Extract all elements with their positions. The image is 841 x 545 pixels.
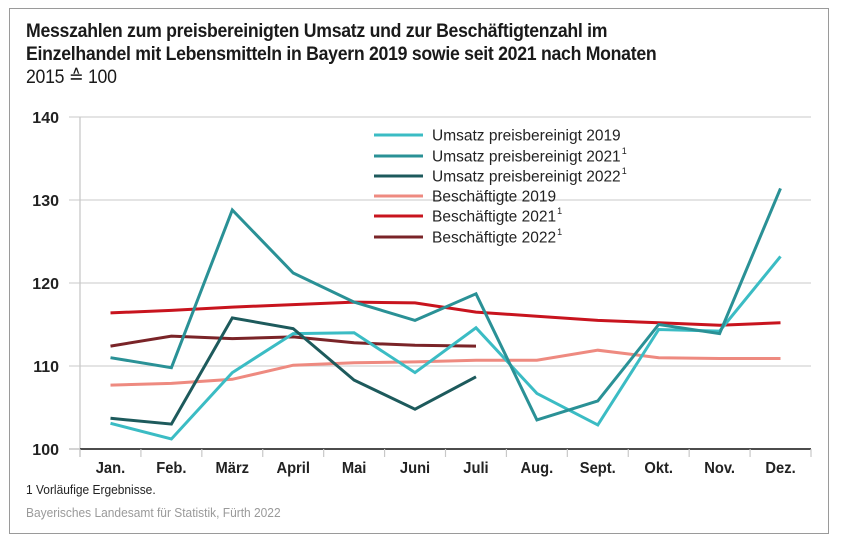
y-tick-label: 130 [32,193,59,210]
x-tick-label: Juni [400,459,430,477]
series-line-6 [110,334,477,348]
title-line-1: Messzahlen zum preisbereinigten Umsatz u… [26,21,608,42]
x-tick-label: Dez. [765,459,795,477]
chart-frame [9,8,829,534]
chart-subtitle: 2015 ≙ 100 [26,67,117,88]
legend-label: Beschäftigte 2022 [432,230,556,247]
series-line-4 [110,348,781,387]
x-tick-label: Juli [463,459,488,477]
legend-item: Umsatz preisbereinigt 2021 1 [374,146,627,166]
footnote: 1 Vorläufige Ergebnisse. [26,482,156,497]
series-line-2 [110,187,782,422]
y-tick-label: 100 [32,442,59,459]
legend-footnote-marker: 1 [557,227,562,237]
chart-title: Messzahlen zum preisbereinigten Umsatz u… [26,20,761,89]
legend-label: Umsatz preisbereinigt 2022 [432,169,621,186]
legend-item: Beschäftigte 2019 [374,189,556,206]
legend-label: Umsatz preisbereinigt 2019 [432,128,621,145]
x-tick-label: April [276,459,310,477]
legend-item: Umsatz preisbereinigt 2022 1 [374,166,627,186]
x-tick-label: Okt. [644,459,673,477]
legend-item: Umsatz preisbereinigt 2019 [374,128,621,145]
axes: 100 110 120 130 140 Jan. Feb. März April Mai Juni J… [32,110,812,477]
source-note: Bayerisches Landesamt für Statistik, Für… [26,505,281,520]
y-tick-label: 120 [32,276,59,293]
legend-footnote-marker: 1 [557,206,562,216]
x-tick-label: Feb. [156,459,186,477]
x-tick-label: Nov. [704,459,735,477]
legend-label: Umsatz preisbereinigt 2021 [432,149,621,166]
series-line-1 [110,255,782,441]
legend-footnote-marker: 1 [622,146,627,156]
series-line-3 [110,316,477,426]
x-tick-label: März [216,459,250,477]
legend-label: Beschäftigte 2021 [432,209,556,226]
series-lines [110,187,782,441]
y-tick-label: 110 [33,359,59,376]
legend-item: Beschäftigte 2021 1 [374,206,562,226]
x-tick-label: Aug. [521,459,554,477]
legend-item: Beschäftigte 2022 1 [374,227,562,247]
x-tick-label: Mai [342,459,367,477]
x-tick-label: Sept. [580,459,616,477]
y-tick-label: 140 [32,110,59,127]
legend-footnote-marker: 1 [622,166,627,176]
title-line-2: Einzelhandel mit Lebensmitteln in Bayern… [26,44,657,65]
x-tick-label: Jan. [96,459,125,477]
gridlines [69,116,811,450]
legend-label: Beschäftigte 2019 [432,189,556,206]
